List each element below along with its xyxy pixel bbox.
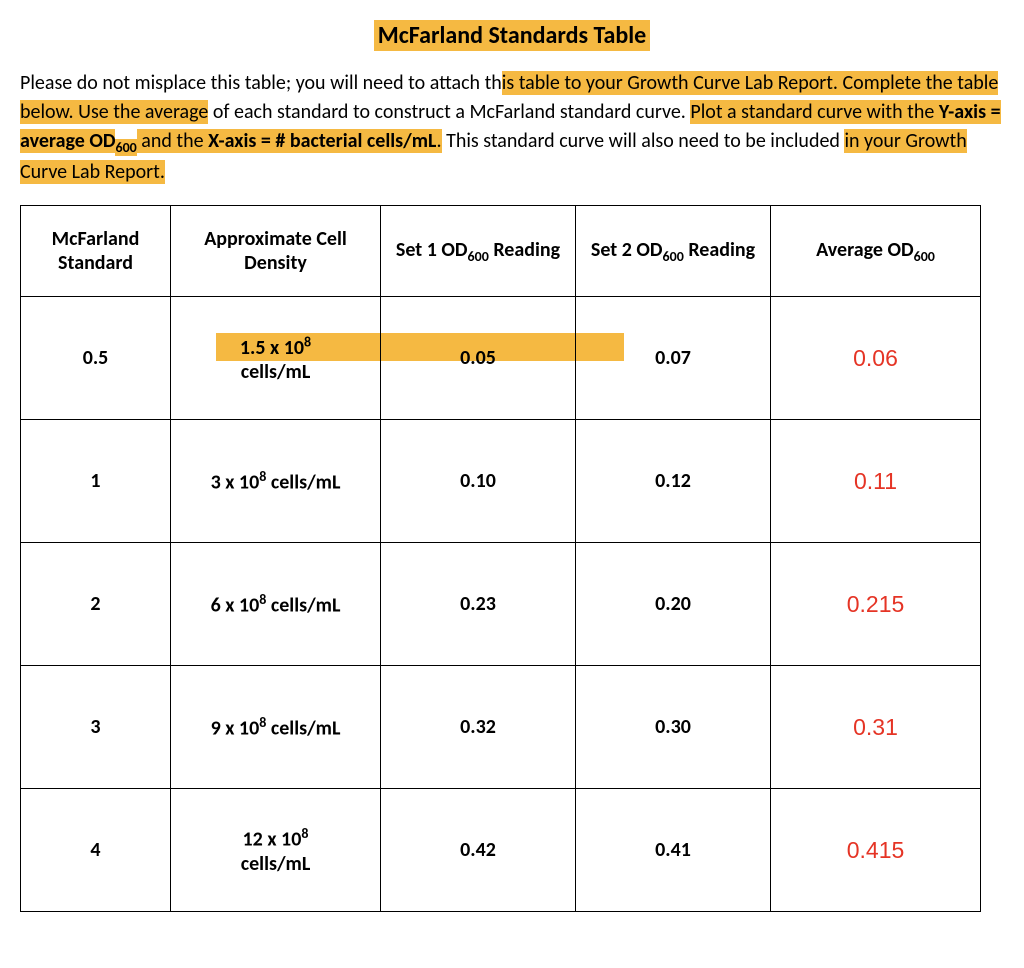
instructions-paragraph: Please do not misplace this table; you w… <box>20 69 1004 187</box>
cell-set1: 0.10 <box>381 420 576 543</box>
cell-standard: 0.5 <box>21 297 171 420</box>
intro-seg1: Please do not misplace this table; you w… <box>20 71 502 95</box>
highlight-band <box>576 333 624 361</box>
page-title: McFarland Standards Table <box>374 20 650 51</box>
cell-set1: 0.23 <box>381 543 576 666</box>
cell-set2: 0.20 <box>576 543 771 666</box>
dens-b: cells/mL <box>241 852 311 876</box>
dens-a: 1.5 x 10 <box>240 336 304 360</box>
dens-a: 3 x 10 <box>211 471 260 495</box>
dens-a: 6 x 10 <box>211 594 260 618</box>
dens-a: 9 x 10 <box>211 717 260 741</box>
header-density: Approximate Cell Density <box>171 206 381 297</box>
cell-density: 9 x 108 cells/mL <box>171 666 381 789</box>
intro-seg4: Plot a standard curve with the <box>690 100 938 124</box>
cell-avg-text: 0.31 <box>853 714 898 740</box>
dens-sup: 8 <box>301 825 308 842</box>
intro-seg6: and the <box>137 129 208 153</box>
cell-set1: 0.05 <box>381 297 576 420</box>
table-row: 0.5 1.5 x 108 cells/mL 0.05 0.07 0.06 <box>21 297 981 420</box>
cell-density: 6 x 108 cells/mL <box>171 543 381 666</box>
cell-set1: 0.32 <box>381 666 576 789</box>
table-row: 2 6 x 108 cells/mL 0.23 0.20 0.215 <box>21 543 981 666</box>
cell-standard: 4 <box>21 789 171 912</box>
cell-standard: 1 <box>21 420 171 543</box>
cell-avg-text: 0.215 <box>847 591 905 617</box>
table-header-row: McFarland Standard Approximate Cell Dens… <box>21 206 981 297</box>
title-container: McFarland Standards Table <box>20 20 1004 51</box>
header-avg: Average OD600 <box>771 206 981 297</box>
cell-avg-text: 0.06 <box>853 345 898 371</box>
header-set1-sub: 600 <box>468 248 489 265</box>
table-row: 4 12 x 108 cells/mL 0.42 0.41 0.415 <box>21 789 981 912</box>
cell-set2: 0.07 <box>576 297 771 420</box>
cell-density: 1.5 x 108 cells/mL <box>171 297 381 420</box>
header-set2: Set 2 OD600 Reading <box>576 206 771 297</box>
header-set2-sub: 600 <box>663 248 684 265</box>
dens-b: cells/mL <box>241 360 311 384</box>
header-standard: McFarland Standard <box>21 206 171 297</box>
header-avg-sub: 600 <box>914 248 935 265</box>
header-avg-a: Average OD <box>816 238 914 262</box>
cell-density: 12 x 108 cells/mL <box>171 789 381 912</box>
cell-avg: 0.215 <box>771 543 981 666</box>
header-set1-a: Set 1 OD <box>396 238 468 262</box>
dens-b: cells/mL <box>266 594 340 618</box>
cell-avg: 0.06 <box>771 297 981 420</box>
cell-standard-text: 0.5 <box>83 346 109 370</box>
header-set1-b: Reading <box>489 238 560 262</box>
cell-density-text: 1.5 x 108 cells/mL <box>240 336 311 384</box>
header-set2-a: Set 2 OD <box>591 238 663 262</box>
intro-seg7: X-axis = # bacterial cells/mL <box>208 129 436 153</box>
cell-set1-text: 0.05 <box>460 346 496 370</box>
header-set2-b: Reading <box>684 238 755 262</box>
cell-avg: 0.31 <box>771 666 981 789</box>
dens-b: cells/mL <box>266 717 340 741</box>
intro-seg3: of each standard to construct a McFarlan… <box>208 100 690 124</box>
cell-set2: 0.41 <box>576 789 771 912</box>
cell-set2: 0.30 <box>576 666 771 789</box>
mcfarland-table: McFarland Standard Approximate Cell Dens… <box>20 205 981 912</box>
cell-set1: 0.42 <box>381 789 576 912</box>
cell-avg-text: 0.415 <box>847 837 905 863</box>
intro-seg5sub: 600 <box>115 139 136 156</box>
cell-avg-text: 0.11 <box>854 468 897 494</box>
table-body: 0.5 1.5 x 108 cells/mL 0.05 0.07 0.06 <box>21 297 981 912</box>
cell-avg: 0.415 <box>771 789 981 912</box>
cell-set2-text: 0.07 <box>655 346 691 370</box>
table-row: 3 9 x 108 cells/mL 0.32 0.30 0.31 <box>21 666 981 789</box>
dens-a: 12 x 10 <box>243 828 302 852</box>
cell-avg: 0.11 <box>771 420 981 543</box>
table-row: 1 3 x 108 cells/mL 0.10 0.12 0.11 <box>21 420 981 543</box>
intro-seg9: This standard curve will also need to be… <box>442 129 845 153</box>
cell-standard: 2 <box>21 543 171 666</box>
header-set1: Set 1 OD600 Reading <box>381 206 576 297</box>
dens-b: cells/mL <box>266 471 340 495</box>
dens-sup: 8 <box>304 333 311 350</box>
cell-standard: 3 <box>21 666 171 789</box>
cell-set2: 0.12 <box>576 420 771 543</box>
cell-density: 3 x 108 cells/mL <box>171 420 381 543</box>
